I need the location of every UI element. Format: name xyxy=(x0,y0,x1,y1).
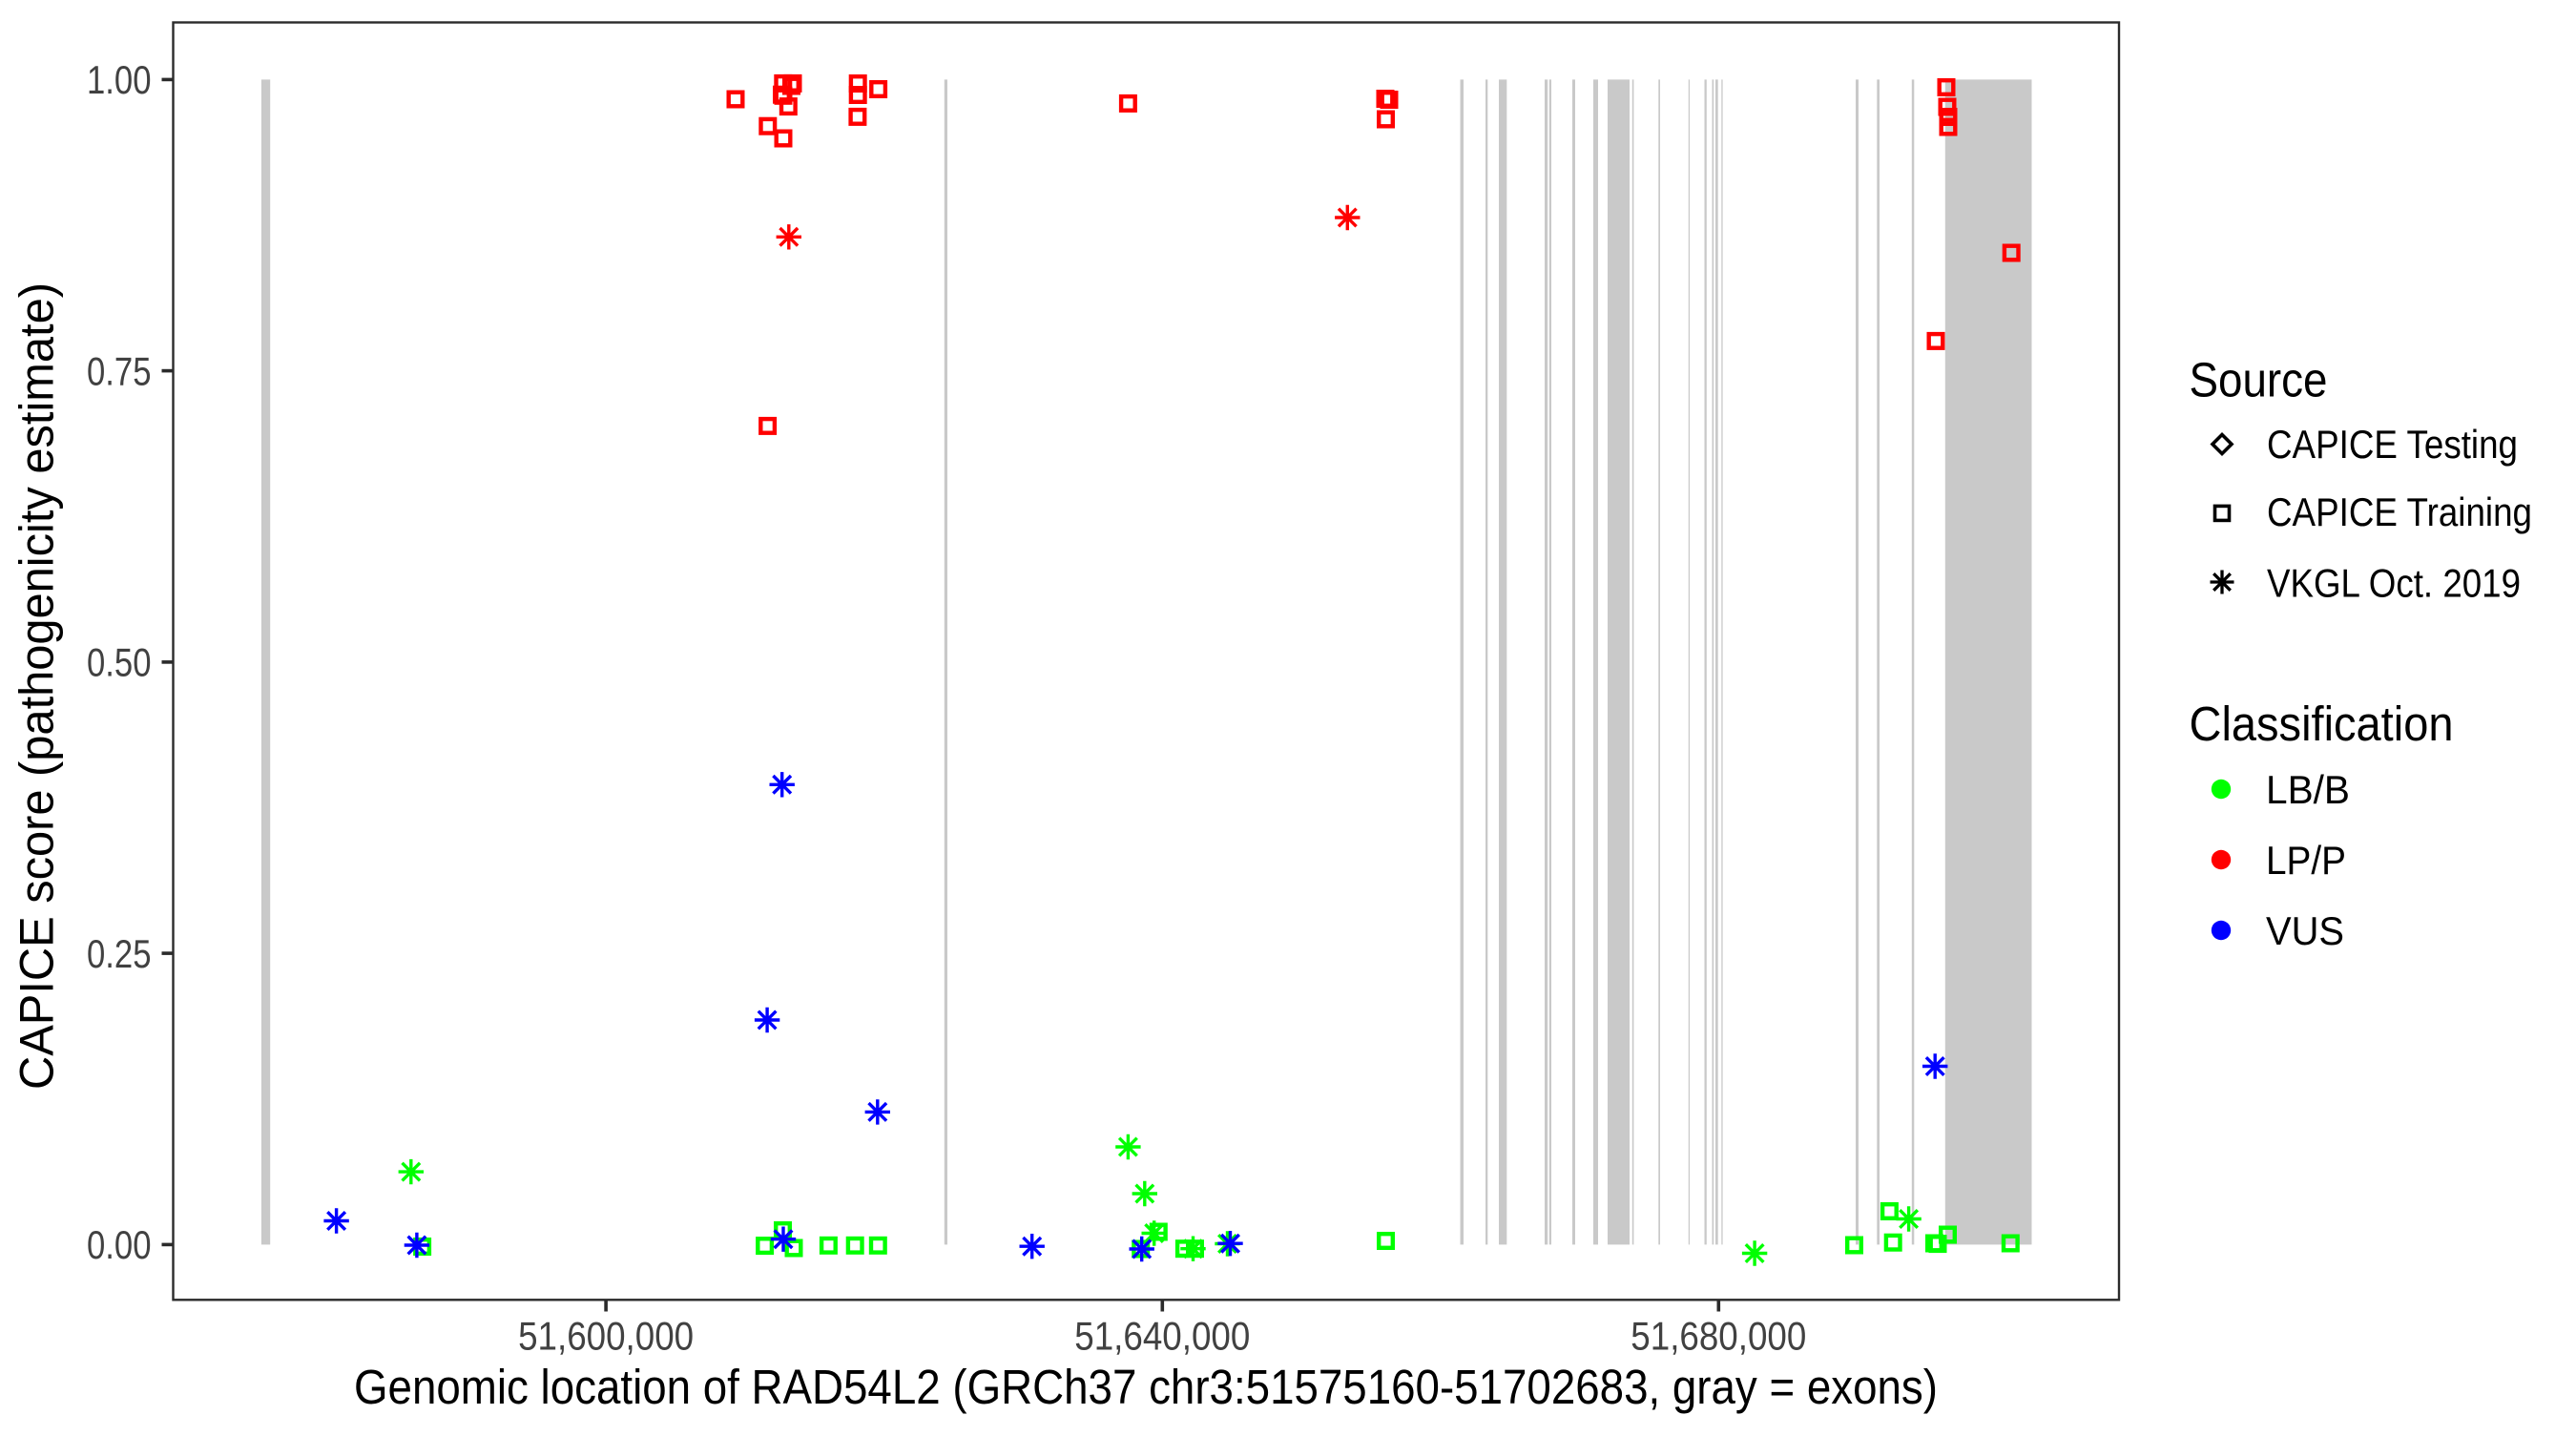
svg-text:51,640,000: 51,640,000 xyxy=(1074,1314,1250,1359)
svg-text:Source: Source xyxy=(2190,353,2328,407)
svg-text:51,680,000: 51,680,000 xyxy=(1631,1314,1806,1359)
svg-text:51,600,000: 51,600,000 xyxy=(518,1314,694,1359)
svg-text:LP/P: LP/P xyxy=(2266,838,2346,883)
svg-text:Genomic location of RAD54L2 (G: Genomic location of RAD54L2 (GRCh37 chr3… xyxy=(354,1360,1938,1414)
svg-text:0.25: 0.25 xyxy=(87,931,152,976)
svg-text:0.00: 0.00 xyxy=(87,1222,152,1267)
svg-text:VUS: VUS xyxy=(2266,908,2344,953)
svg-text:CAPICE Testing: CAPICE Testing xyxy=(2267,422,2518,467)
svg-text:VKGL Oct. 2019: VKGL Oct. 2019 xyxy=(2267,561,2521,606)
svg-text:CAPICE Training: CAPICE Training xyxy=(2267,489,2532,534)
svg-text:LB/B: LB/B xyxy=(2266,767,2350,812)
svg-text:1.00: 1.00 xyxy=(87,57,152,102)
svg-text:0.75: 0.75 xyxy=(87,348,152,393)
svg-text:0.50: 0.50 xyxy=(87,640,152,685)
svg-text:Classification: Classification xyxy=(2190,697,2454,751)
svg-text:CAPICE score (pathogenicity es: CAPICE score (pathogenicity estimate) xyxy=(10,282,64,1090)
